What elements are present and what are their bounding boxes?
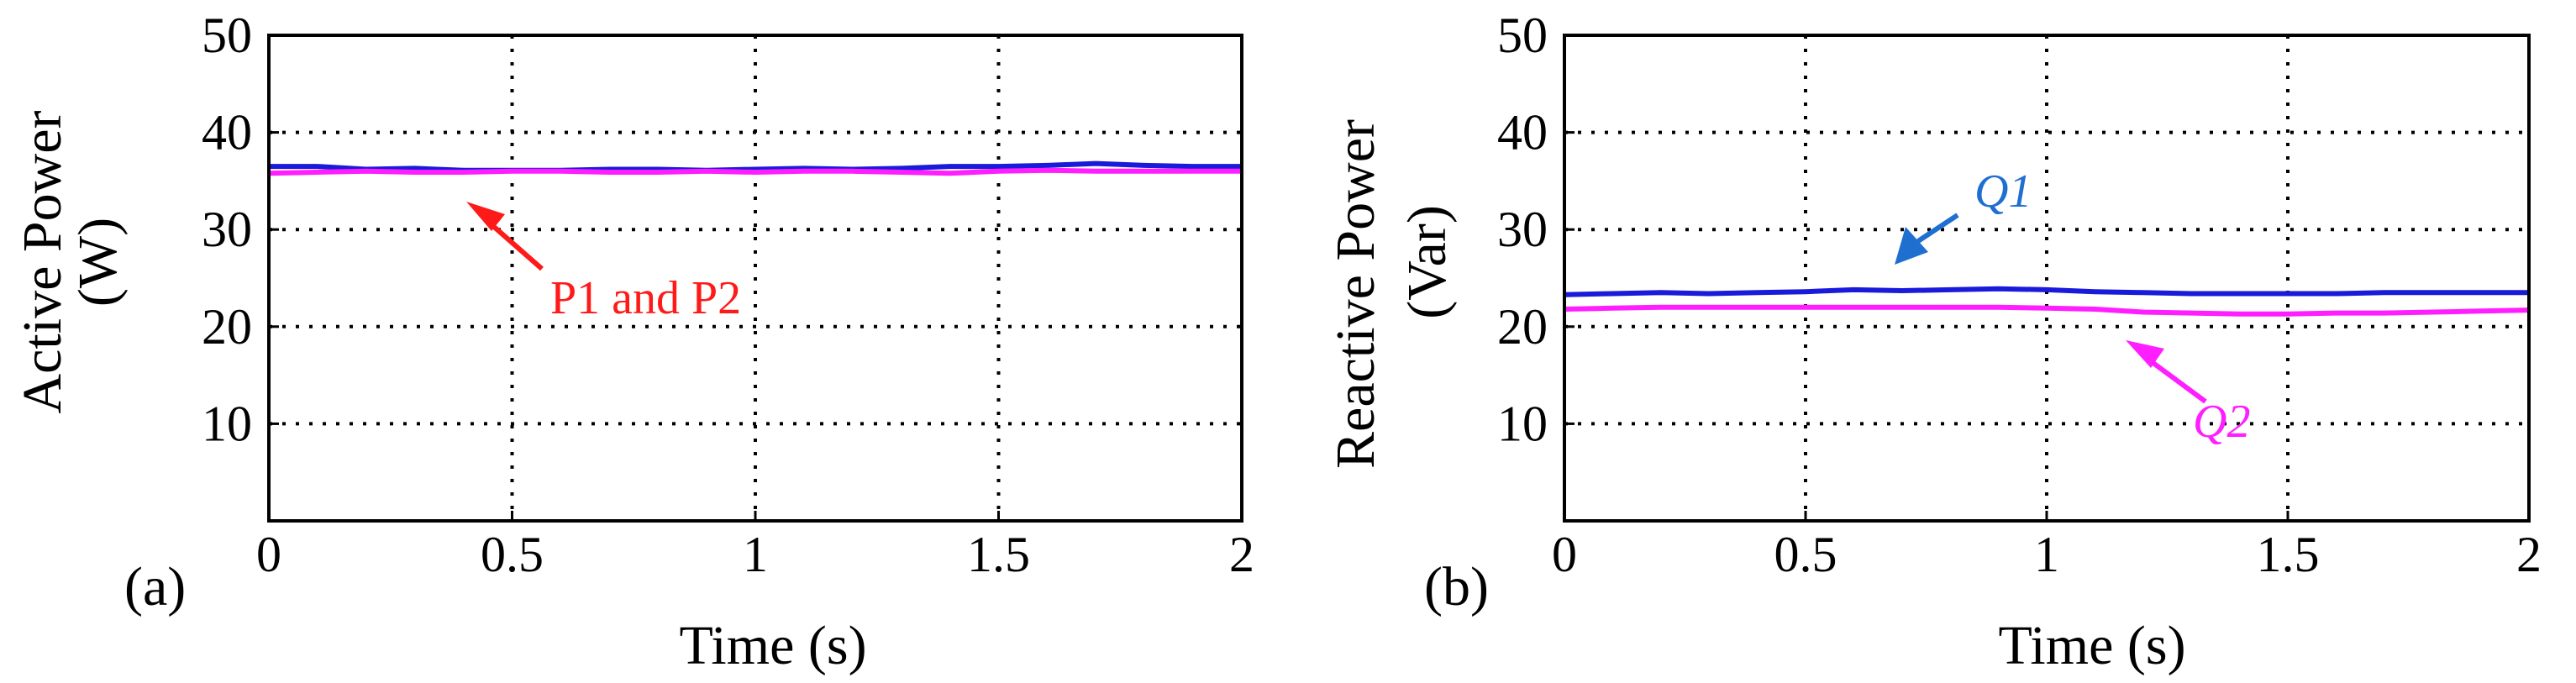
annotation-q2-arrow-head bbox=[2126, 340, 2164, 368]
x-tick-label: 1 bbox=[743, 527, 768, 582]
x-tick-label: 0.5 bbox=[1774, 527, 1837, 582]
x-axis-title: Time (s) bbox=[1998, 615, 2185, 676]
y-axis-title-line1: Active Power bbox=[12, 110, 73, 413]
annotation-arrow-head bbox=[466, 202, 505, 231]
series-lines bbox=[268, 160, 1242, 176]
x-tick-label: 1.5 bbox=[967, 527, 1030, 582]
annotation-q2: Q2 bbox=[2193, 396, 2250, 448]
chart-active-power: 0 0.5 1 1.5 2 10 20 30 40 50 Time (s) Active Powe… bbox=[12, 8, 1254, 676]
y-tick-label: 20 bbox=[1497, 299, 1548, 355]
y-axis-title-line2: (Var) bbox=[1396, 205, 1458, 319]
annotation-q2-arrow-shaft bbox=[2149, 359, 2207, 404]
y-tick-label: 50 bbox=[202, 8, 252, 63]
panel-label: (a) bbox=[124, 556, 186, 617]
tick-labels: 0 0.5 1 1.5 2 10 20 30 40 50 bbox=[1497, 8, 2542, 582]
x-tick-label: 0.5 bbox=[481, 527, 544, 582]
grid-lines bbox=[269, 35, 1242, 521]
y-tick-label: 40 bbox=[202, 105, 252, 160]
x-tick-label: 2 bbox=[1229, 527, 1254, 582]
y-axis-title-line1: Reactive Power bbox=[1325, 119, 1386, 469]
y-tick-label: 50 bbox=[1497, 8, 1548, 63]
tick-labels: 0 0.5 1 1.5 2 10 20 30 40 50 bbox=[202, 8, 1254, 582]
x-tick-label: 0 bbox=[256, 527, 281, 582]
y-tick-label: 10 bbox=[202, 396, 252, 451]
axis-ticks bbox=[267, 34, 1243, 521]
x-tick-label: 0 bbox=[1552, 527, 1577, 582]
series-line-q1 bbox=[1564, 286, 2529, 297]
series-line-q2 bbox=[1564, 304, 2530, 317]
chart-reactive-power: 0 0.5 1 1.5 2 10 20 30 40 50 Time (s) Reactive Po… bbox=[1325, 8, 2542, 676]
y-tick-label: 40 bbox=[1497, 105, 1548, 160]
x-tick-label: 2 bbox=[2516, 527, 2542, 582]
axis-ticks bbox=[1563, 34, 2531, 521]
y-tick-label: 30 bbox=[202, 202, 252, 257]
y-tick-label: 30 bbox=[1497, 202, 1548, 257]
x-tick-label: 1 bbox=[2034, 527, 2059, 582]
series-lines bbox=[1564, 286, 2530, 317]
y-tick-label: 10 bbox=[1497, 396, 1548, 451]
grid-lines bbox=[1564, 35, 2529, 521]
annotation-arrow-shaft bbox=[486, 218, 544, 271]
series-line-p1 bbox=[269, 160, 1242, 173]
y-tick-label: 20 bbox=[202, 299, 252, 355]
panel-label: (b) bbox=[1424, 556, 1489, 617]
annotation-p1-p2: P1 and P2 bbox=[550, 272, 741, 324]
x-tick-label: 1.5 bbox=[2257, 527, 2320, 582]
x-axis-title: Time (s) bbox=[679, 615, 866, 676]
annotation-q1: Q1 bbox=[1974, 165, 2032, 218]
y-axis-title-line2: (W) bbox=[67, 218, 129, 307]
series-line-p2 bbox=[268, 167, 1242, 176]
annotation-q1-arrow-shaft bbox=[1916, 213, 1959, 244]
annotation-q1-arrow-head bbox=[1895, 227, 1928, 265]
